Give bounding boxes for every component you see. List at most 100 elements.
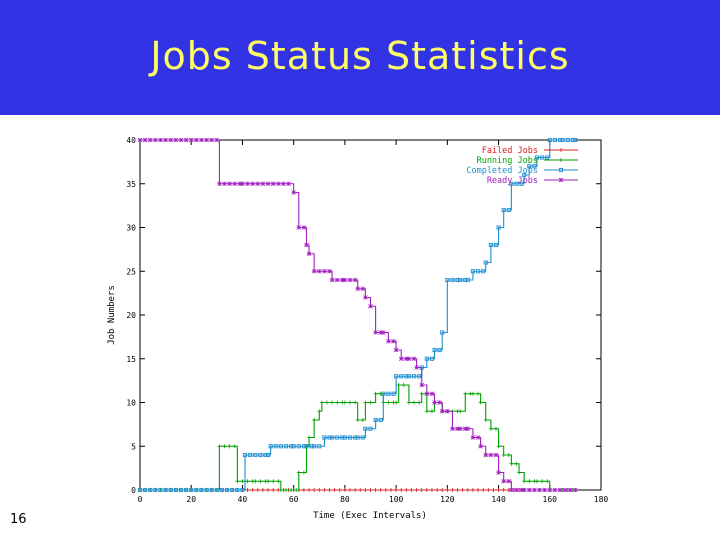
data-point xyxy=(327,488,332,492)
data-point xyxy=(429,488,434,492)
data-point xyxy=(496,488,501,492)
data-point xyxy=(173,137,179,143)
data-point xyxy=(194,137,199,143)
y-tick-label: 5 xyxy=(131,442,136,451)
data-point xyxy=(266,488,271,492)
series-lines xyxy=(137,137,578,493)
legend-label: Running Jobs xyxy=(477,156,538,166)
data-point xyxy=(373,417,378,423)
data-point xyxy=(419,382,425,388)
data-point xyxy=(458,277,463,283)
data-point xyxy=(235,487,240,493)
data-point xyxy=(281,181,286,187)
data-point xyxy=(255,488,260,492)
data-point xyxy=(522,172,527,178)
data-point xyxy=(327,268,332,274)
data-point xyxy=(493,452,499,458)
data-point xyxy=(394,374,399,379)
data-point xyxy=(327,435,332,440)
data-point xyxy=(368,488,373,492)
data-point xyxy=(178,137,184,143)
data-point xyxy=(437,347,442,353)
data-point xyxy=(319,400,324,405)
data-point xyxy=(148,487,153,493)
data-point xyxy=(255,181,261,187)
data-point xyxy=(394,400,399,405)
data-point xyxy=(232,444,237,449)
data-point xyxy=(506,207,511,213)
data-point xyxy=(493,242,499,248)
data-point xyxy=(514,461,519,466)
data-point xyxy=(406,374,411,379)
data-point xyxy=(342,435,347,440)
data-point xyxy=(168,137,174,143)
data-point xyxy=(381,391,386,396)
data-point xyxy=(552,487,558,493)
data-point xyxy=(476,269,481,274)
data-point xyxy=(409,488,414,492)
x-tick-label: 160 xyxy=(543,495,558,504)
data-point xyxy=(360,435,365,440)
data-point xyxy=(424,391,430,397)
x-tick-label: 140 xyxy=(491,495,506,504)
data-point xyxy=(317,409,322,414)
data-point xyxy=(509,461,514,466)
data-point xyxy=(527,164,532,169)
x-tick-label: 40 xyxy=(238,495,248,504)
data-point xyxy=(322,488,327,492)
data-point xyxy=(278,444,283,449)
data-point xyxy=(476,488,481,492)
data-point xyxy=(368,426,373,431)
data-point xyxy=(270,181,276,187)
data-point xyxy=(147,137,153,143)
data-point xyxy=(214,487,219,493)
data-point xyxy=(363,488,368,492)
data-point xyxy=(348,400,353,405)
data-point xyxy=(245,479,250,484)
y-axis-label: Job Numbers xyxy=(107,285,117,345)
legend-label: Ready Jobs xyxy=(487,176,538,186)
data-point xyxy=(509,487,514,493)
data-point xyxy=(521,487,527,493)
data-point xyxy=(363,400,368,405)
data-point xyxy=(142,137,148,143)
y-tick-label: 30 xyxy=(126,224,136,233)
data-point xyxy=(289,444,294,449)
data-point xyxy=(153,487,158,493)
data-point xyxy=(414,488,419,492)
data-point xyxy=(465,426,471,432)
x-tick-label: 80 xyxy=(340,495,350,504)
data-point xyxy=(253,479,258,484)
data-point xyxy=(204,487,209,493)
data-point xyxy=(478,443,483,449)
data-point xyxy=(163,137,168,143)
data-point xyxy=(398,356,404,362)
data-point xyxy=(240,479,245,484)
data-point xyxy=(396,383,401,387)
data-point xyxy=(401,383,406,387)
data-point xyxy=(440,488,445,492)
slide-title: Jobs Status Statistics xyxy=(150,34,570,78)
data-point xyxy=(378,330,384,335)
data-point xyxy=(194,487,199,493)
data-point xyxy=(455,426,460,432)
data-point xyxy=(168,487,173,493)
data-point xyxy=(412,400,417,405)
data-point xyxy=(483,452,489,458)
data-point xyxy=(296,225,302,230)
data-point xyxy=(478,400,483,405)
data-point xyxy=(301,488,306,492)
data-point xyxy=(545,479,550,484)
data-point xyxy=(271,479,276,484)
data-point xyxy=(411,374,417,379)
data-point xyxy=(301,225,307,230)
data-point xyxy=(360,286,366,292)
data-point xyxy=(189,487,194,493)
data-point xyxy=(335,435,340,440)
data-point xyxy=(352,277,358,283)
axis-ticks: 0 20 40 60 80 100 120 140 160 180 0 5 10 15 20 25 30 35 40 xyxy=(126,136,608,504)
data-point xyxy=(519,181,524,186)
data-point xyxy=(353,400,358,405)
data-point xyxy=(378,488,383,492)
data-point xyxy=(470,391,475,396)
